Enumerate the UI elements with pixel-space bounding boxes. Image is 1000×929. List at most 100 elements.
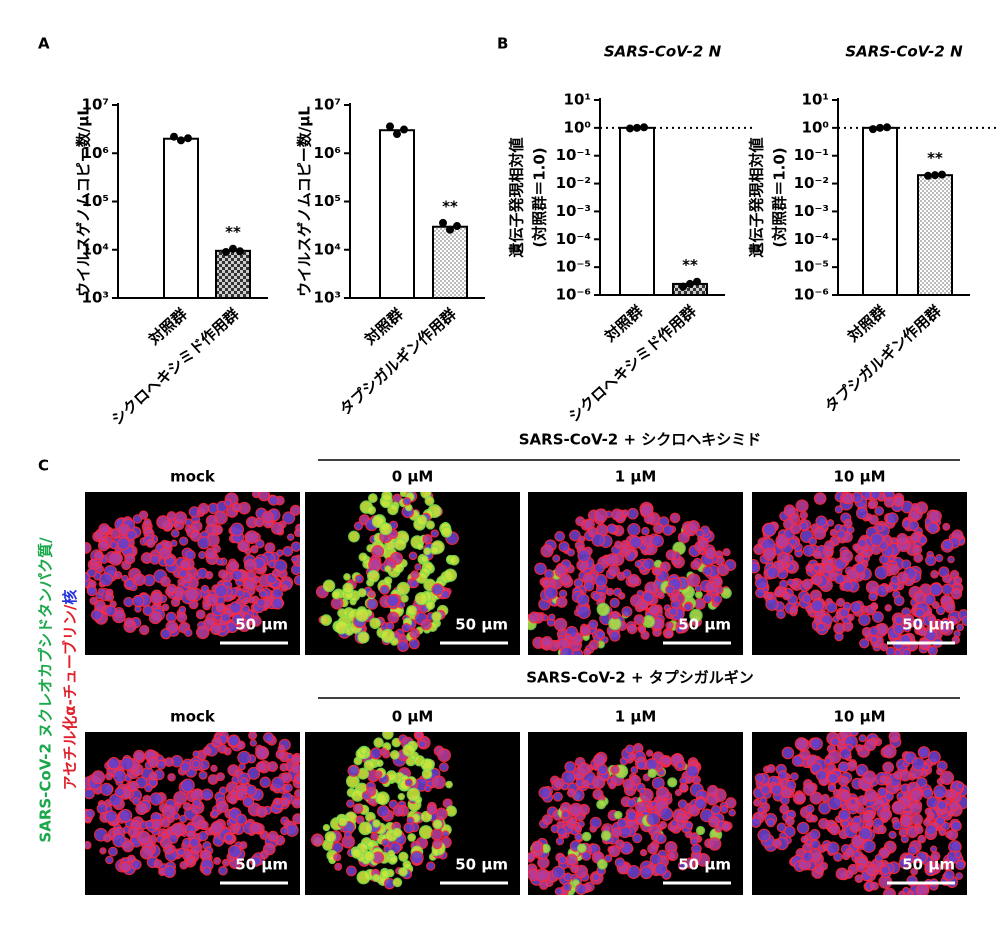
cell <box>289 504 300 516</box>
cell <box>809 828 821 841</box>
y-tick-label: 10⁵ <box>82 192 109 210</box>
cell <box>445 780 453 789</box>
cell <box>406 605 417 616</box>
cell <box>363 850 375 862</box>
cell <box>760 784 771 795</box>
cell <box>638 787 647 795</box>
scale-bar-label: 50 μm <box>902 856 955 874</box>
cell <box>757 828 771 842</box>
cell <box>176 847 186 857</box>
cell <box>935 816 946 827</box>
cell <box>404 778 413 787</box>
cell <box>535 868 550 883</box>
cell <box>91 770 106 785</box>
cell <box>185 549 196 561</box>
cell <box>243 558 257 572</box>
cell <box>668 852 676 860</box>
cell <box>839 747 852 760</box>
cell <box>97 540 110 552</box>
cell <box>777 770 788 781</box>
cell <box>669 512 681 524</box>
panel-label: B <box>497 35 508 53</box>
cell <box>877 824 887 835</box>
cell <box>109 540 119 550</box>
cell <box>869 881 879 891</box>
x-tick-label: 対照群 <box>144 305 190 349</box>
cell <box>271 568 281 578</box>
cell <box>834 505 843 514</box>
cell <box>448 554 460 566</box>
cell <box>132 594 145 608</box>
cell <box>105 855 114 865</box>
cell <box>414 563 422 571</box>
cell <box>538 786 551 800</box>
cell <box>641 526 650 536</box>
micrograph <box>528 492 743 655</box>
cell <box>912 855 921 864</box>
cell <box>789 523 802 535</box>
cell <box>250 615 262 627</box>
y-axis-label: (対照群＝1.0) <box>531 147 549 247</box>
cell <box>789 605 799 615</box>
cell <box>351 848 362 859</box>
y-tick-label: 10³ <box>82 289 109 307</box>
cell <box>782 591 791 601</box>
cell <box>255 745 270 760</box>
cell <box>912 544 923 555</box>
cell <box>910 867 919 876</box>
cell <box>112 833 127 848</box>
cell <box>781 746 795 760</box>
cell <box>286 533 295 541</box>
cell <box>753 798 762 807</box>
cell <box>402 860 412 869</box>
data-point <box>876 123 884 132</box>
cell <box>879 643 889 652</box>
cell <box>192 798 201 808</box>
bar <box>862 126 898 296</box>
cell <box>597 764 609 776</box>
cell <box>574 824 582 833</box>
cell <box>255 761 267 773</box>
cell <box>372 819 381 828</box>
cell <box>387 611 400 624</box>
cell <box>431 611 442 622</box>
cell <box>291 798 300 809</box>
cell <box>639 849 648 857</box>
cell <box>608 781 617 790</box>
cell <box>410 570 420 580</box>
cell <box>397 640 409 652</box>
cell <box>626 623 638 635</box>
cell <box>540 544 554 558</box>
stain-label-part: アセチル化α-チューブリン/ <box>61 604 79 790</box>
cell <box>123 596 134 608</box>
cell <box>859 638 870 649</box>
cell <box>402 496 412 506</box>
cell <box>431 848 440 857</box>
cell <box>577 762 591 776</box>
cell <box>387 503 399 516</box>
cell <box>337 816 348 827</box>
stain-label-part: 核 <box>61 590 79 605</box>
cell <box>392 877 403 888</box>
cell <box>955 781 965 791</box>
panel-label: A <box>38 35 50 53</box>
cell <box>883 887 896 895</box>
column-label: 10 μM <box>833 708 885 726</box>
cell <box>949 800 960 812</box>
cell <box>707 784 719 797</box>
cell <box>259 776 271 788</box>
cell <box>655 833 667 844</box>
cell <box>647 768 658 779</box>
stain-label: アセチル化α-チューブリン/核 <box>61 590 79 791</box>
cell <box>241 604 250 614</box>
cell <box>849 822 861 833</box>
cell <box>605 553 619 567</box>
cell <box>353 521 364 531</box>
cell <box>809 737 823 751</box>
cell <box>654 862 668 876</box>
cell <box>617 592 626 600</box>
cell <box>865 604 877 616</box>
cell <box>268 495 279 506</box>
cell <box>858 613 871 627</box>
cell <box>421 768 433 780</box>
